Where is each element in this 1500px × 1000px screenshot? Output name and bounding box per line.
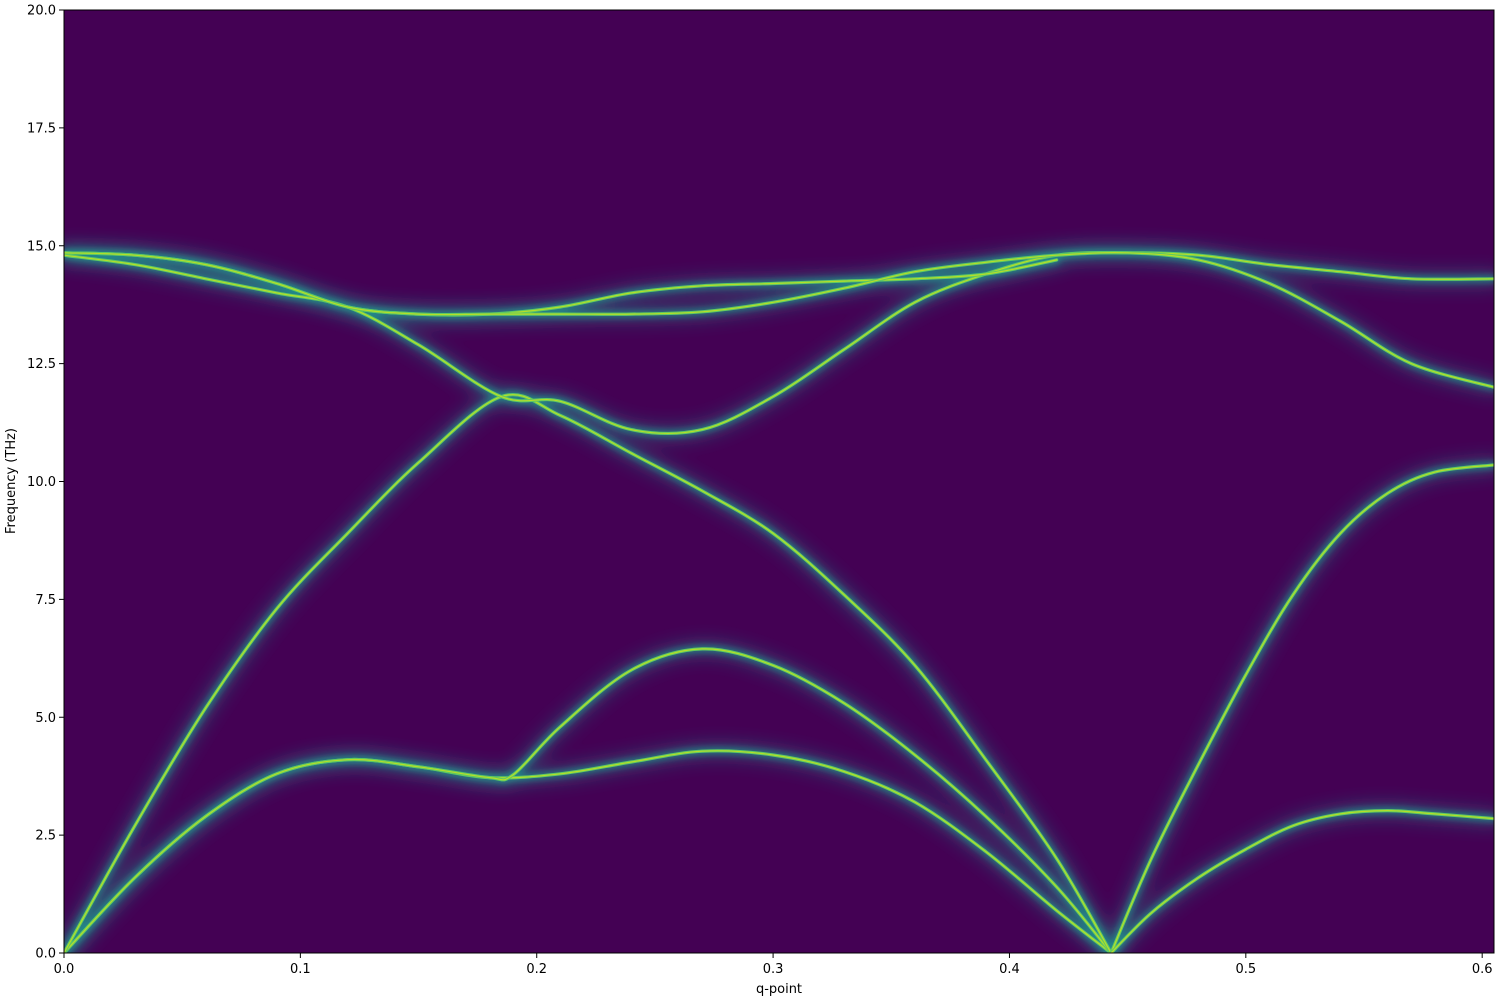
band-6-core bbox=[64, 251, 1494, 388]
band-8-core bbox=[1110, 809, 1494, 953]
y-tick-label: 17.5 bbox=[27, 121, 56, 136]
band-3-core bbox=[64, 394, 1112, 953]
y-tick-label: 5.0 bbox=[35, 711, 56, 726]
y-tick-label: 20.0 bbox=[27, 4, 56, 19]
x-tick-label: 0.2 bbox=[526, 962, 547, 977]
x-tick-label: 0.3 bbox=[763, 962, 784, 977]
band-2-core bbox=[64, 648, 1112, 953]
band-4-core bbox=[64, 252, 1494, 435]
plot-area bbox=[63, 9, 1495, 954]
x-tick-label: 0.5 bbox=[1235, 962, 1256, 977]
y-axis-label: Frequency (THz) bbox=[4, 428, 19, 534]
y-tick-label: 15.0 bbox=[27, 239, 56, 254]
y-tick-label: 0.0 bbox=[35, 947, 56, 962]
x-tick-label: 0.0 bbox=[54, 962, 75, 977]
y-tick-label: 10.0 bbox=[27, 475, 56, 490]
x-tick-label: 0.6 bbox=[1472, 962, 1493, 977]
y-tick-label: 12.5 bbox=[27, 357, 56, 372]
y-axis-ticks: 0.0 2.5 5.0 7.5 10.0 12.5 15.0 17.5 20.0 bbox=[27, 4, 64, 962]
x-axis-label: q-point bbox=[756, 982, 802, 997]
x-axis-ticks: 0.0 0.1 0.2 0.3 0.4 0.5 0.6 bbox=[54, 953, 1493, 977]
band-7-core bbox=[1110, 464, 1494, 953]
band-lines bbox=[64, 250, 1494, 953]
plot-background bbox=[64, 10, 1494, 953]
x-tick-label: 0.1 bbox=[290, 962, 311, 977]
y-tick-label: 2.5 bbox=[35, 829, 56, 844]
x-tick-label: 0.4 bbox=[999, 962, 1020, 977]
y-tick-label: 7.5 bbox=[35, 593, 56, 608]
